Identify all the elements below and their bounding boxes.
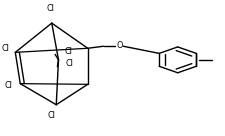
Text: Cl: Cl xyxy=(47,4,54,13)
Text: Cl: Cl xyxy=(48,111,56,120)
Text: Cl: Cl xyxy=(4,81,12,90)
Text: Cl: Cl xyxy=(64,47,72,56)
Text: Cl: Cl xyxy=(65,59,73,68)
Text: O: O xyxy=(116,41,122,50)
Text: Cl: Cl xyxy=(2,44,10,53)
